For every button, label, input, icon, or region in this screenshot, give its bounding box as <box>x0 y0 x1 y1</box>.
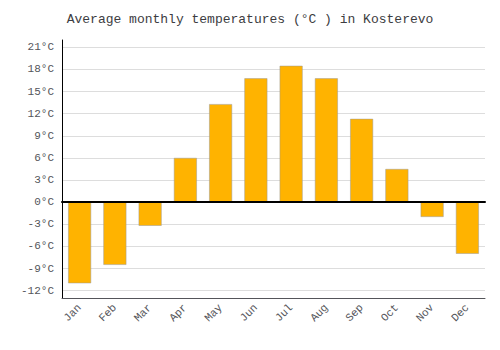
svg-text:Jul: Jul <box>273 302 295 324</box>
svg-text:Sep: Sep <box>343 302 365 324</box>
svg-text:Oct: Oct <box>379 302 401 324</box>
svg-text:12°C: 12°C <box>28 108 55 120</box>
svg-text:-12°C: -12°C <box>21 285 54 297</box>
svg-text:-3°C: -3°C <box>28 218 55 230</box>
svg-text:-6°C: -6°C <box>28 240 55 252</box>
svg-text:Average monthly temperatures (: Average monthly temperatures (°C ) in Ko… <box>67 12 434 27</box>
svg-text:21°C: 21°C <box>28 41 55 53</box>
svg-text:Jan: Jan <box>61 302 83 324</box>
svg-text:Dec: Dec <box>449 302 471 324</box>
svg-text:May: May <box>202 301 225 324</box>
svg-text:Mar: Mar <box>132 302 154 324</box>
svg-text:18°C: 18°C <box>28 63 55 75</box>
svg-text:Aug: Aug <box>308 302 330 324</box>
svg-text:9°C: 9°C <box>34 130 54 142</box>
svg-text:Nov: Nov <box>414 301 437 324</box>
svg-text:0°C: 0°C <box>34 196 54 208</box>
svg-text:Feb: Feb <box>97 302 119 324</box>
svg-text:3°C: 3°C <box>34 174 54 186</box>
svg-text:-9°C: -9°C <box>28 263 55 275</box>
svg-text:15°C: 15°C <box>28 86 55 98</box>
svg-text:Apr: Apr <box>167 302 189 324</box>
svg-text:Jun: Jun <box>238 302 260 324</box>
svg-text:6°C: 6°C <box>34 152 54 164</box>
